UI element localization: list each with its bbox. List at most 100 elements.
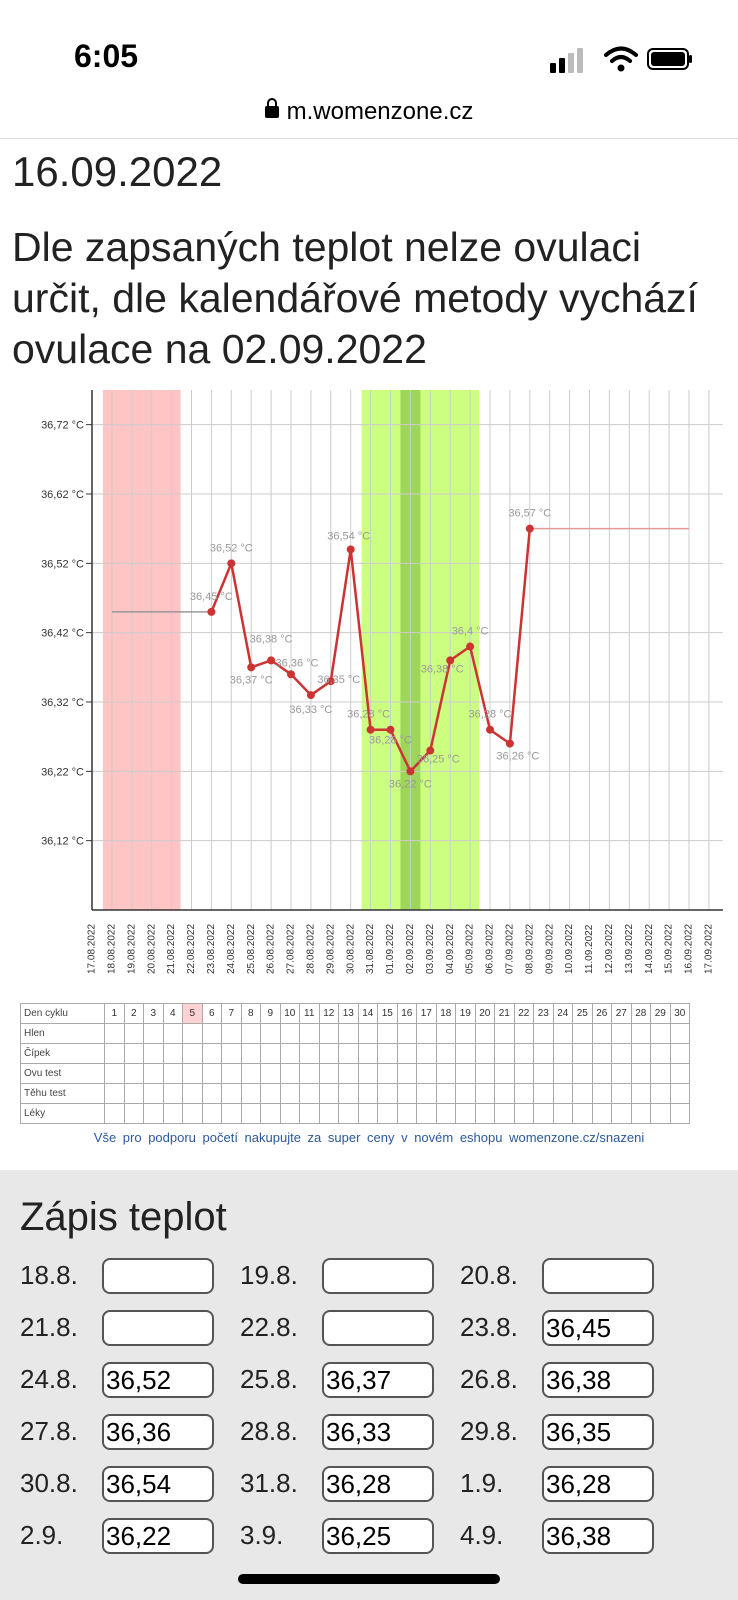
cycle-cell[interactable] [456,1024,476,1044]
cycle-cell[interactable] [397,1104,417,1124]
cycle-cell[interactable] [417,1024,437,1044]
cycle-cell[interactable] [202,1064,222,1084]
cycle-cell[interactable] [534,1064,554,1084]
cycle-cell[interactable] [105,1044,125,1064]
cycle-cell[interactable] [534,1024,554,1044]
cycle-cell[interactable] [183,1084,203,1104]
cycle-cell[interactable] [124,1104,144,1124]
cycle-cell[interactable] [436,1104,456,1124]
cycle-cell[interactable] [339,1024,359,1044]
cycle-cell[interactable] [183,1064,203,1084]
cycle-cell[interactable] [436,1024,456,1044]
cycle-cell[interactable] [651,1024,671,1044]
cycle-cell[interactable] [261,1024,281,1044]
cycle-cell[interactable] [222,1084,242,1104]
cycle-cell[interactable] [670,1104,690,1124]
cycle-cell[interactable] [417,1084,437,1104]
cycle-cell[interactable] [163,1064,183,1084]
cycle-cell[interactable] [592,1104,612,1124]
cycle-cell[interactable] [163,1084,183,1104]
temperature-input[interactable]: 36,25 [322,1518,434,1554]
cycle-cell[interactable] [592,1064,612,1084]
cycle-cell[interactable] [319,1024,339,1044]
cycle-cell[interactable] [417,1104,437,1124]
temperature-input[interactable]: 36,22 [102,1518,214,1554]
temperature-input[interactable] [102,1258,214,1294]
cycle-cell[interactable] [651,1084,671,1104]
cycle-cell[interactable] [358,1084,378,1104]
cycle-cell[interactable] [222,1044,242,1064]
cycle-cell[interactable] [124,1044,144,1064]
cycle-cell[interactable] [553,1084,573,1104]
cycle-cell[interactable] [163,1044,183,1064]
cycle-cell[interactable] [631,1024,651,1044]
cycle-cell[interactable] [495,1064,515,1084]
cycle-cell[interactable] [514,1044,534,1064]
temperature-input[interactable]: 36,54 [102,1466,214,1502]
cycle-cell[interactable] [339,1044,359,1064]
cycle-cell[interactable] [592,1044,612,1064]
cycle-cell[interactable] [280,1064,300,1084]
cycle-cell[interactable] [261,1104,281,1124]
cycle-cell[interactable] [163,1104,183,1124]
cycle-cell[interactable] [105,1024,125,1044]
cycle-cell[interactable] [144,1064,164,1084]
cycle-cell[interactable] [378,1084,398,1104]
cycle-cell[interactable] [124,1064,144,1084]
cycle-cell[interactable] [319,1104,339,1124]
cycle-cell[interactable] [202,1084,222,1104]
cycle-cell[interactable] [475,1084,495,1104]
cycle-cell[interactable] [514,1104,534,1124]
cycle-cell[interactable] [358,1024,378,1044]
cycle-cell[interactable] [241,1064,261,1084]
cycle-cell[interactable] [261,1044,281,1064]
cycle-cell[interactable] [280,1104,300,1124]
cycle-cell[interactable] [339,1064,359,1084]
cycle-cell[interactable] [144,1104,164,1124]
cycle-cell[interactable] [105,1084,125,1104]
cycle-cell[interactable] [163,1024,183,1044]
cycle-cell[interactable] [339,1084,359,1104]
temperature-input[interactable] [322,1310,434,1346]
cycle-cell[interactable] [358,1064,378,1084]
cycle-cell[interactable] [573,1044,593,1064]
cycle-cell[interactable] [475,1044,495,1064]
home-indicator[interactable] [238,1574,500,1584]
cycle-cell[interactable] [300,1084,320,1104]
cycle-cell[interactable] [456,1084,476,1104]
cycle-cell[interactable] [612,1104,632,1124]
cycle-cell[interactable] [514,1064,534,1084]
cycle-cell[interactable] [183,1044,203,1064]
cycle-cell[interactable] [378,1064,398,1084]
cycle-cell[interactable] [456,1104,476,1124]
cycle-cell[interactable] [124,1084,144,1104]
cycle-cell[interactable] [222,1024,242,1044]
cycle-cell[interactable] [495,1024,515,1044]
cycle-cell[interactable] [417,1064,437,1084]
cycle-cell[interactable] [241,1104,261,1124]
temperature-input[interactable]: 36,33 [322,1414,434,1450]
cycle-cell[interactable] [280,1044,300,1064]
cycle-cell[interactable] [397,1024,417,1044]
temperature-input[interactable]: 36,37 [322,1362,434,1398]
cycle-cell[interactable] [514,1084,534,1104]
cycle-cell[interactable] [631,1064,651,1084]
cycle-cell[interactable] [514,1024,534,1044]
cycle-cell[interactable] [495,1104,515,1124]
cycle-cell[interactable] [553,1044,573,1064]
cycle-cell[interactable] [183,1024,203,1044]
cycle-cell[interactable] [261,1064,281,1084]
cycle-cell[interactable] [651,1104,671,1124]
cycle-cell[interactable] [495,1084,515,1104]
temperature-input[interactable] [102,1310,214,1346]
cycle-cell[interactable] [241,1084,261,1104]
cycle-cell[interactable] [612,1084,632,1104]
cycle-cell[interactable] [592,1084,612,1104]
cycle-cell[interactable] [280,1024,300,1044]
cycle-cell[interactable] [300,1064,320,1084]
cycle-cell[interactable] [612,1064,632,1084]
cycle-cell[interactable] [319,1064,339,1084]
cycle-cell[interactable] [378,1024,398,1044]
cycle-cell[interactable] [378,1044,398,1064]
cycle-cell[interactable] [534,1044,554,1064]
